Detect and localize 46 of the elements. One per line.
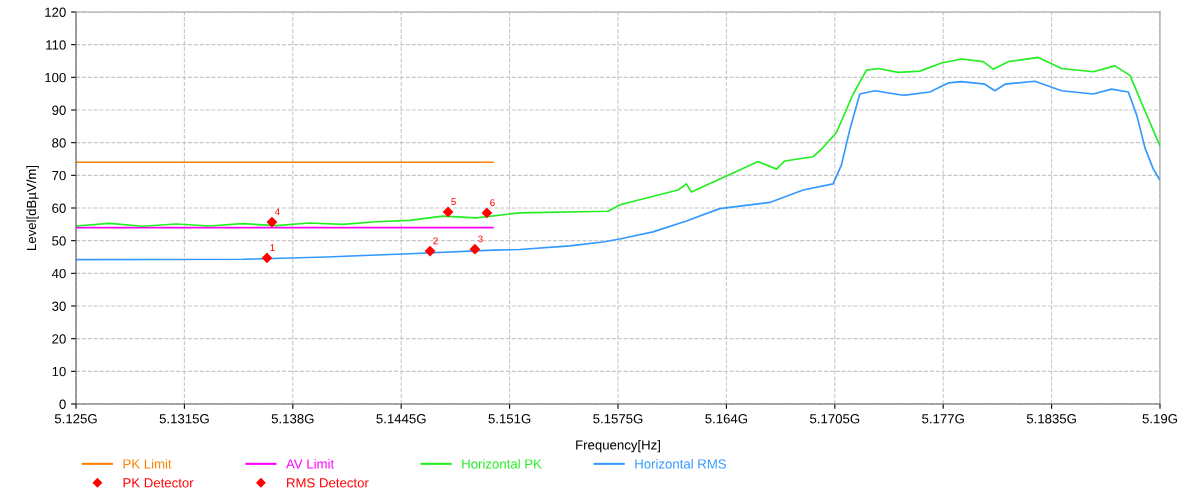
x-tick-label: 5.177G: [922, 414, 964, 424]
y-tick-label: 90: [52, 105, 66, 115]
legend-label: PK Limit: [123, 458, 172, 469]
legend-label: Horizontal PK: [462, 458, 542, 469]
y-tick-label: 10: [52, 366, 66, 377]
line-series: [76, 80, 1160, 261]
x-tick-label: 5.138G: [271, 414, 314, 424]
x-tick-label: 5.1705G: [810, 414, 860, 424]
x-tick-label: 5.1575G: [593, 414, 643, 424]
y-tick-label: 80: [52, 138, 66, 148]
annotation: 6: [490, 199, 495, 207]
x-tick-label: 5.151G: [488, 414, 531, 424]
y-tick-label: 110: [46, 40, 66, 50]
x-tick-label: 5.164G: [705, 414, 748, 424]
x-tick-label: 5.125G: [54, 414, 97, 424]
legend-label: AV Limit: [286, 458, 335, 469]
point: [261, 252, 273, 264]
annotation: 5: [451, 198, 456, 206]
y-tick-label: 40: [51, 268, 66, 279]
y-tick-label: 50: [52, 236, 66, 246]
legend-label: Horizontal RMS: [635, 458, 727, 469]
y-tick-label: 60: [52, 203, 66, 213]
point: [266, 216, 278, 228]
y-tick-label: 20: [52, 334, 66, 344]
point: [442, 206, 454, 218]
x-axis-title: Frequency[Hz]: [576, 439, 660, 453]
point: [481, 207, 493, 219]
x-tick-label: 5.1835G: [1026, 414, 1076, 424]
legend-label: PK Detector: [123, 478, 194, 488]
y-tick-label: 30: [52, 301, 66, 311]
x-tick-label: 5.1315G: [159, 414, 209, 424]
line-series: [76, 56, 1160, 228]
y-tick-label: 70: [52, 170, 66, 181]
x-tick-label: 5.19G: [1142, 414, 1177, 424]
y-tick-label: 0: [59, 399, 66, 409]
legend-label: RMS Detector: [287, 478, 369, 488]
annotation: 1: [270, 244, 275, 252]
point: [424, 245, 436, 257]
y-tick-label: 100: [45, 72, 66, 83]
annotation: 2: [433, 237, 438, 245]
point: [469, 243, 481, 255]
annotation: 4: [274, 208, 280, 216]
y-axis-title: Level[dBµV/m]: [26, 165, 39, 250]
annotation: 3: [478, 235, 483, 243]
x-tick-label: 5.1445G: [376, 414, 426, 424]
y-tick-label: 120: [45, 7, 66, 17]
